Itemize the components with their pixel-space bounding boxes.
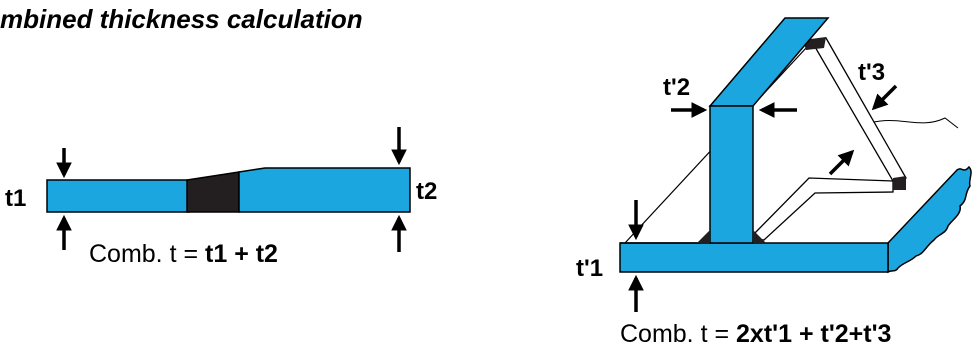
- right-formula-value: 2xt'1 + t'2+t'3: [736, 320, 891, 348]
- plate-surface-curve: [869, 117, 959, 129]
- plate-thick: [238, 167, 411, 213]
- diagram-title: mbined thickness calculation: [0, 4, 363, 34]
- label-t-prime-3: t'3: [858, 59, 885, 86]
- butt-weld-figure: t1 t2 Comb. t = t1 + t2: [5, 127, 437, 268]
- left-formula-prefix: Comb. t =: [89, 240, 205, 268]
- top-flange: [708, 17, 830, 107]
- bracket-shelf: [748, 177, 894, 241]
- weld-web-right: [753, 230, 766, 243]
- left-formula: Comb. t = t1 + t2: [89, 240, 278, 268]
- right-formula-prefix: Comb. t =: [620, 320, 736, 348]
- weld-seam: [186, 171, 240, 213]
- vertical-web: [709, 105, 754, 244]
- label-t2: t2: [416, 178, 437, 205]
- base-plate: [619, 242, 889, 273]
- right-formula: Comb. t = 2xt'1 + t'2+t'3: [620, 320, 891, 348]
- plate-break: [887, 165, 972, 274]
- weld-bracket-end: [893, 176, 906, 190]
- arrow-t3-inner: [828, 149, 855, 176]
- weld-web-left: [697, 230, 710, 243]
- left-formula-value: t1 + t2: [205, 240, 278, 268]
- plate-thin: [46, 179, 190, 213]
- label-t-prime-1: t'1: [576, 255, 603, 282]
- t-joint-figure: t'2 t'3 t'1 Comb. t = 2xt'1 + t'2+t'3: [576, 17, 972, 348]
- label-t-prime-2: t'2: [663, 74, 690, 101]
- arrow-t3-outer: [871, 84, 898, 111]
- label-t1: t1: [5, 185, 26, 212]
